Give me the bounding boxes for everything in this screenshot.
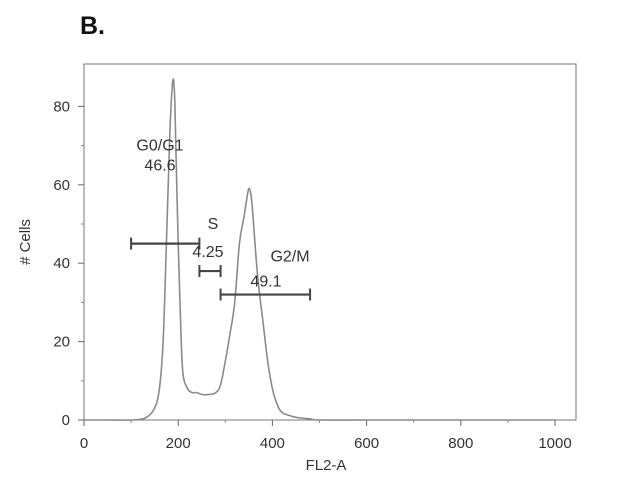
gate-percent-label: 49.1 xyxy=(250,274,281,291)
gate-name-label: S xyxy=(208,216,219,233)
gate-percent-label: 4.25 xyxy=(192,244,223,261)
x-tick-label: 200 xyxy=(166,435,191,452)
gate-labels: G0/G1 46.6 S 4.25 G2/M 49.1 xyxy=(136,138,309,291)
y-tick-label: 0 xyxy=(62,412,70,429)
y-tick-label: 80 xyxy=(53,98,70,115)
plot-frame xyxy=(83,63,577,421)
y-tick-label: 40 xyxy=(53,255,70,272)
tick-labels: 0 200 400 600 800 1000 0 20 40 60 80 xyxy=(53,98,571,452)
x-tick-label: 800 xyxy=(448,435,473,452)
y-axis-title: # Cells xyxy=(17,219,34,265)
histogram-line xyxy=(83,78,555,421)
panel-label: B. xyxy=(80,12,105,40)
x-tick-label: 600 xyxy=(354,435,379,452)
gate-name-label: G2/M xyxy=(270,249,309,266)
y-tick-label: 60 xyxy=(53,177,70,194)
gate-name-label: G0/G1 xyxy=(136,138,183,155)
x-axis-title: FL2-A xyxy=(306,457,347,474)
gate-markers xyxy=(130,237,312,301)
gate-percent-label: 46.6 xyxy=(144,158,175,175)
x-tick-label: 1000 xyxy=(538,435,571,452)
x-tick-label: 0 xyxy=(80,435,88,452)
x-tick-label: 400 xyxy=(260,435,285,452)
y-tick-label: 20 xyxy=(53,334,70,351)
